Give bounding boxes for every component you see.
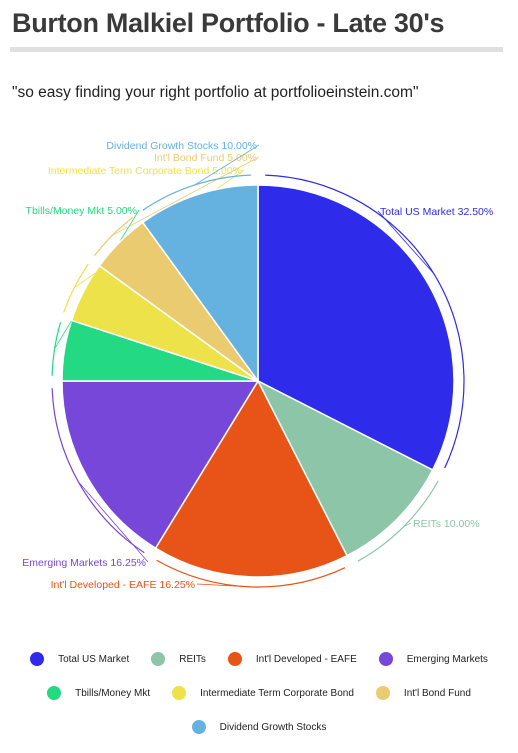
- tagline: "so easy finding your right portfolio at…: [12, 84, 419, 101]
- slice-bracket-reits: [357, 480, 439, 562]
- legend-item-int-l-developed-eafe[interactable]: Int'l Developed - EAFE: [227, 652, 357, 666]
- legend-swatch: [191, 720, 206, 734]
- legend-label: Dividend Growth Stocks: [219, 721, 327, 733]
- legend-label: Total US Market: [58, 653, 130, 665]
- legend-swatch: [375, 686, 390, 700]
- legend-item-dividend-growth-stocks[interactable]: Dividend Growth Stocks: [191, 720, 327, 734]
- page-title: Burton Malkiel Portfolio - Late 30's: [12, 8, 445, 38]
- slice-bracket-total-us-market: [265, 174, 465, 469]
- pie-slice-emerging-markets[interactable]: [61, 380, 260, 550]
- data-label-dividend-growth-stocks: Dividend Growth Stocks 10.00%: [106, 140, 257, 152]
- label-connector-total-us-market: [377, 210, 434, 274]
- pie-slice-reits[interactable]: [256, 379, 434, 557]
- legend-item-tbills-money-mkt[interactable]: Tbills/Money Mkt: [47, 686, 150, 700]
- data-label-emerging-markets: Emerging Markets 16.25%: [22, 557, 146, 569]
- legend-label: Intermediate Term Corporate Bond: [200, 687, 354, 699]
- legend-item-reits[interactable]: REITs: [151, 652, 206, 666]
- legend-label: REITs: [179, 653, 206, 665]
- pie-slice-int-l-developed-eafe[interactable]: [154, 379, 348, 578]
- legend-item-emerging-markets[interactable]: Emerging Markets: [378, 652, 488, 666]
- data-label-intermediate-term-corporate-bond: Intermediate Term Corporate Bond 5.00%: [48, 165, 242, 177]
- slice-bracket-int-l-developed-eafe: [156, 559, 346, 588]
- legend-swatch: [378, 652, 393, 666]
- title-divider: [10, 47, 503, 52]
- label-connector-int-l-developed-eafe: [196, 583, 250, 588]
- legend-label: Emerging Markets: [406, 653, 488, 665]
- legend-label: Int'l Bond Fund: [403, 687, 471, 699]
- data-label-tbills-money-mkt: Tbills/Money Mkt 5.00%: [26, 205, 137, 217]
- legend-row: Dividend Growth Stocks: [0, 720, 518, 734]
- legend-row: Total US Market REITs Int'l Developed - EA…: [0, 652, 518, 666]
- label-connector-dividend-growth-stocks: [194, 144, 260, 186]
- pie-slice-dividend-growth-stocks[interactable]: [141, 184, 259, 384]
- data-label-total-us-market: Total US Market 32.50%: [380, 206, 493, 218]
- legend-label: Tbills/Money Mkt: [75, 687, 151, 699]
- label-connector-emerging-markets: [77, 481, 149, 563]
- slice-bracket-tbills-money-mkt: [51, 322, 62, 376]
- label-connector-int-l-bond-fund: [112, 156, 260, 236]
- legend-item-total-us-market[interactable]: Total US Market: [30, 652, 129, 666]
- data-label-reits: REITs 10.00%: [413, 518, 480, 530]
- legend-item-intermediate-term-corporate-bond[interactable]: Intermediate Term Corporate Bond: [172, 686, 354, 700]
- legend-item-int-l-bond-fund[interactable]: Int'l Bond Fund: [375, 686, 471, 700]
- pie-slice-total-us-market[interactable]: [257, 184, 455, 471]
- data-label-int-l-bond-fund: Int'l Bond Fund 5.00%: [154, 152, 257, 164]
- legend-label: Int'l Developed - EAFE: [255, 653, 357, 665]
- slice-bracket-emerging-markets: [51, 388, 145, 554]
- legend-row: Tbills/Money Mkt Intermediate Term Corpor…: [0, 686, 518, 700]
- legend-swatch: [151, 652, 166, 666]
- legend-swatch: [30, 652, 45, 666]
- data-label-int-l-developed-eafe: Int'l Developed - EAFE 16.25%: [51, 579, 195, 591]
- legend-swatch: [172, 686, 187, 700]
- label-connector-reits: [403, 522, 412, 528]
- legend-swatch: [227, 652, 242, 666]
- legend-swatch: [47, 686, 62, 700]
